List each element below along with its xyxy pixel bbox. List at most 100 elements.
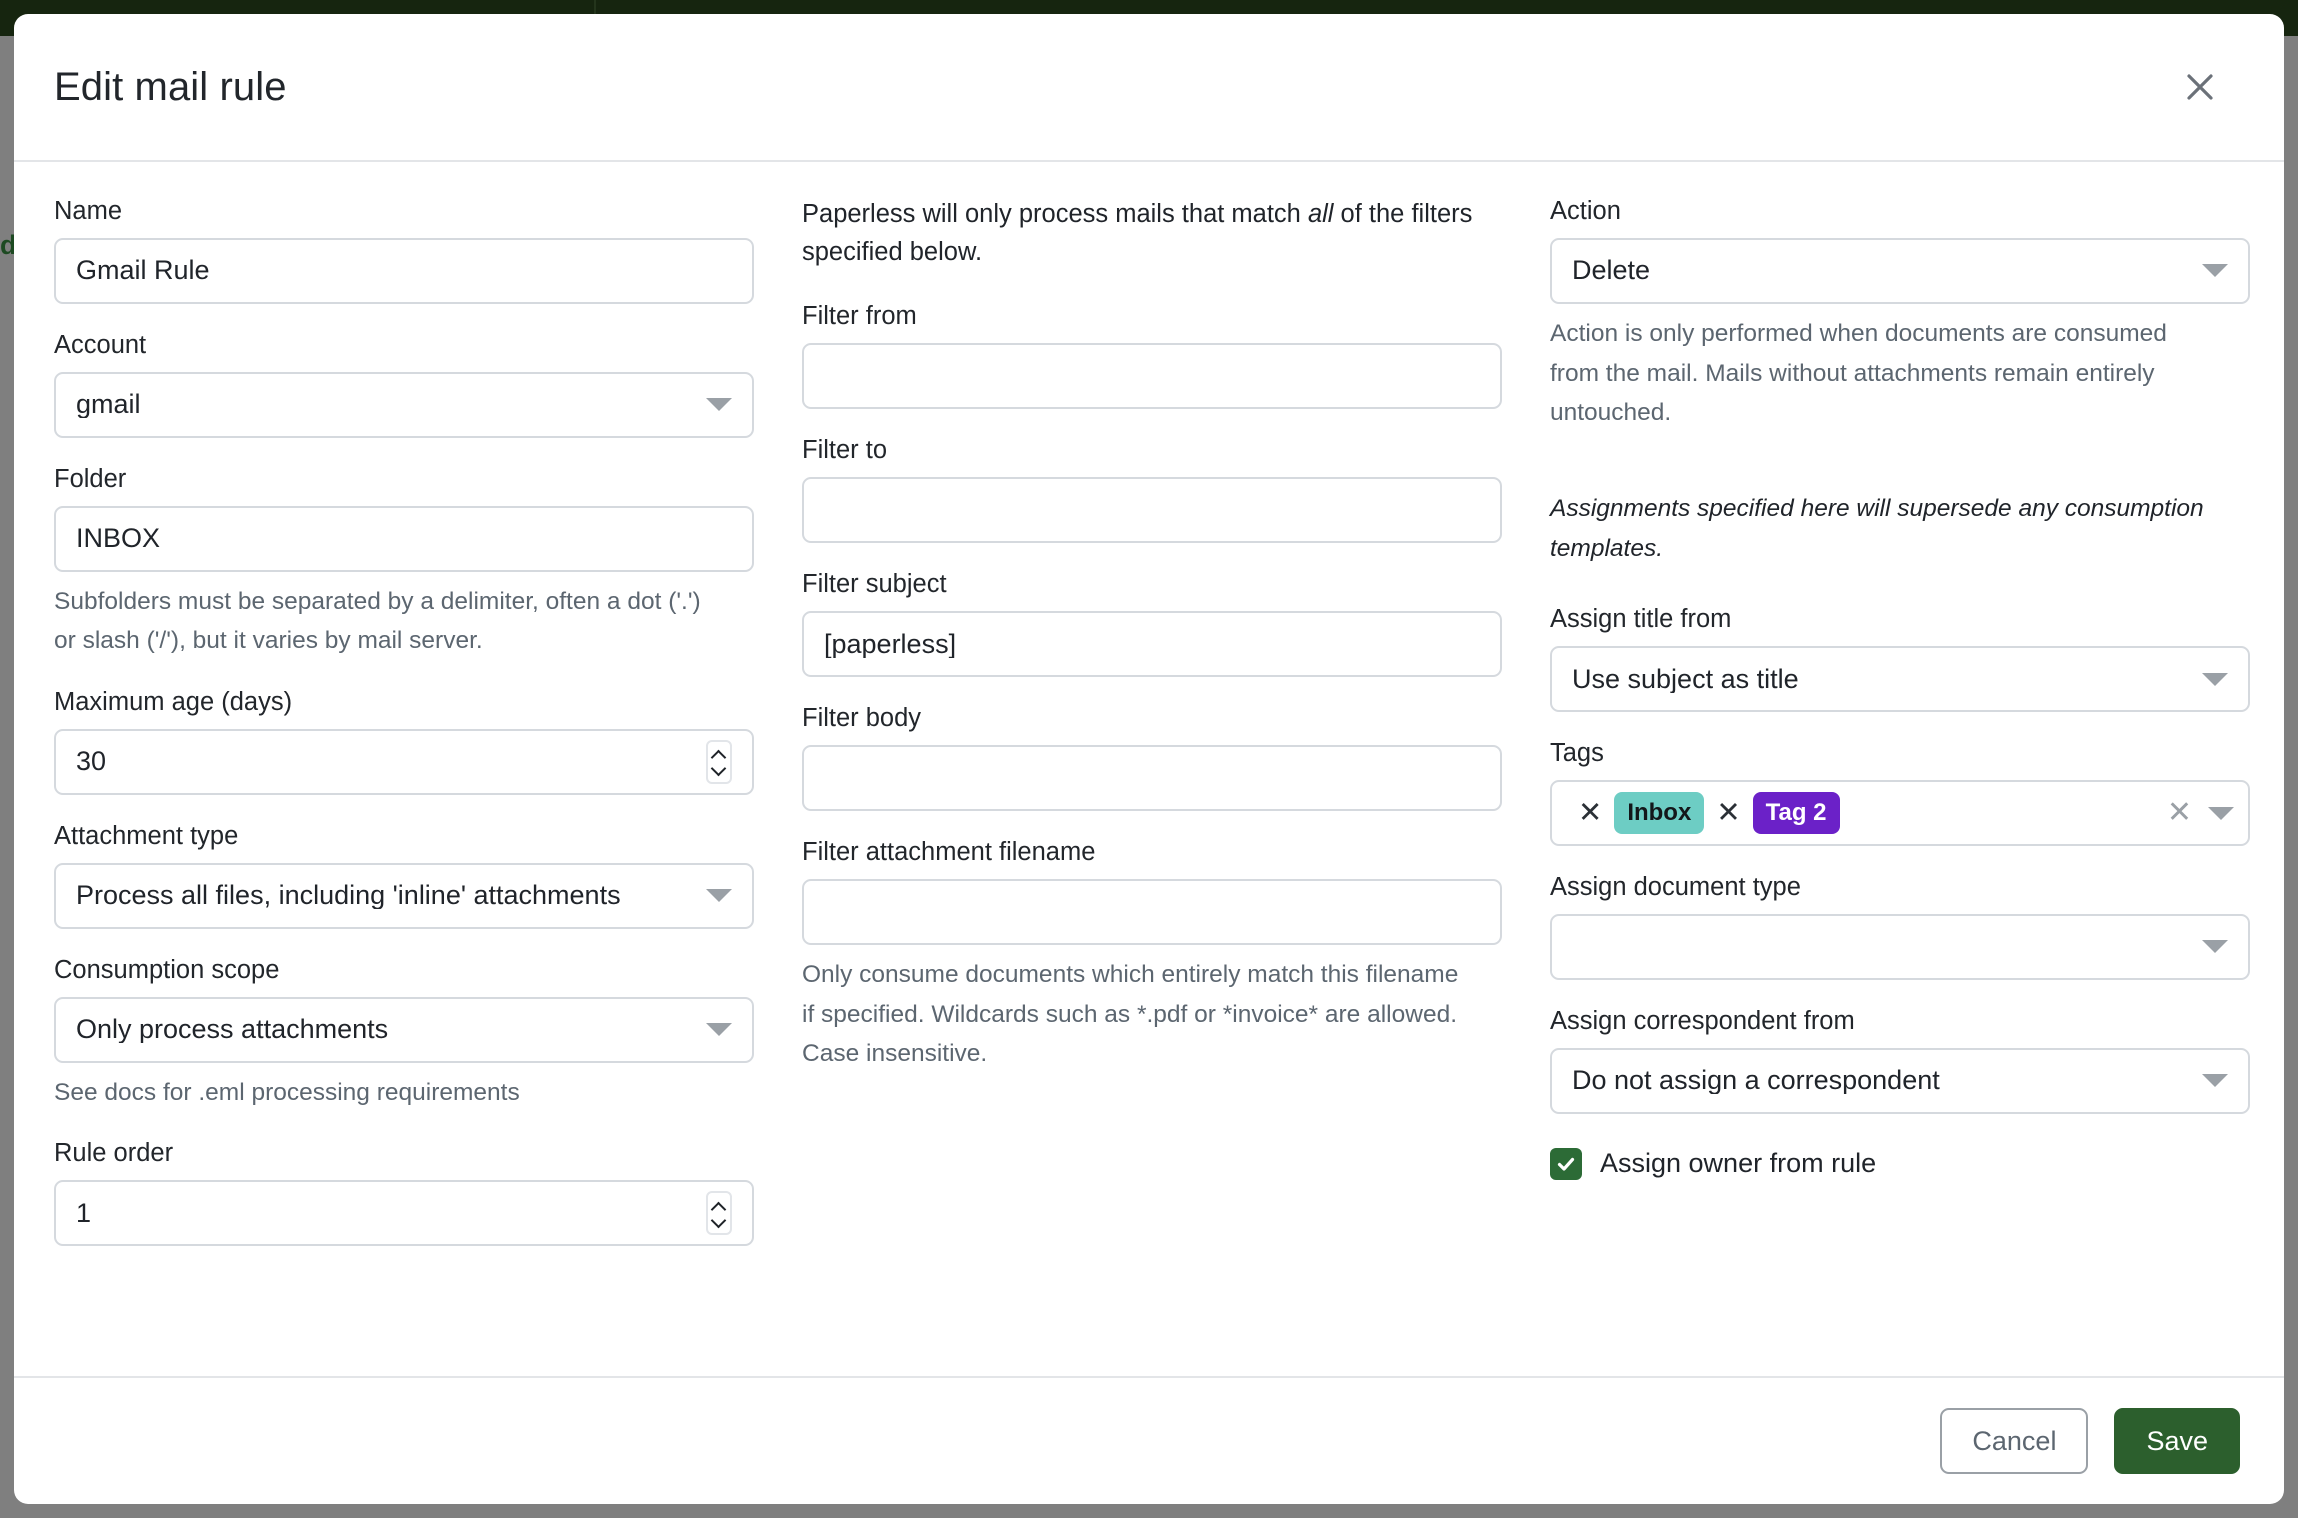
column-filters: Paperless will only process mails that m… [802, 196, 1502, 1084]
chevron-down-icon [706, 889, 732, 903]
filter-attachment-filename-hint: Only consume documents which entirely ma… [802, 960, 1459, 1068]
folder-label: Folder [54, 464, 127, 493]
close-icon[interactable] [2172, 59, 2228, 115]
field-folder: Folder INBOX Subfolders must be separate… [54, 464, 754, 661]
attachment-type-label: Attachment type [54, 821, 239, 850]
rule-order-value: 1 [76, 1199, 92, 1227]
quantity-stepper[interactable] [706, 739, 732, 784]
chevron-down-icon [2202, 672, 2228, 686]
field-maximum-age: Maximum age (days) 30 [54, 687, 754, 795]
maximum-age-label: Maximum age (days) [54, 688, 293, 716]
filters-intro-emphasis: all [1307, 200, 1334, 228]
filters-intro: Paperless will only process mails that m… [802, 196, 1502, 271]
filter-to-label: Filter to [802, 436, 888, 465]
consumption-scope-value: Only process attachments [76, 1016, 389, 1044]
stepper-up-icon[interactable] [713, 751, 726, 759]
field-filter-attachment-filename: Filter attachment filename Only consume … [802, 837, 1502, 1074]
clear-tags-icon[interactable]: ✕ [2166, 796, 2192, 830]
filter-body-input[interactable] [802, 744, 1502, 811]
field-assign-document-type: Assign document type [1550, 872, 2250, 980]
field-assign-owner-from-rule[interactable]: Assign owner from rule [1550, 1147, 2250, 1180]
stepper-down-icon[interactable] [713, 1216, 726, 1224]
rule-order-label: Rule order [54, 1139, 174, 1168]
consumption-scope-hint: See docs for .eml processing requirement… [54, 1078, 520, 1106]
action-value: Delete [1572, 257, 1651, 285]
stepper-up-icon[interactable] [713, 1203, 726, 1211]
consumption-scope-label: Consumption scope [54, 955, 280, 984]
maximum-age-value: 30 [76, 748, 107, 776]
account-label: Account [54, 330, 147, 359]
name-value: Gmail Rule [76, 257, 210, 285]
field-name: Name Gmail Rule [54, 196, 754, 304]
tags-chip-list: ✕ Inbox ✕ Tag 2 [1566, 792, 2157, 835]
assign-correspondent-from-label: Assign correspondent from [1550, 1006, 1855, 1035]
filter-to-input[interactable] [802, 477, 1502, 544]
edit-mail-rule-dialog: Edit mail rule Name Gmail Rule Account g… [14, 14, 2284, 1504]
tags-select[interactable]: ✕ Inbox ✕ Tag 2 ✕ [1550, 780, 2250, 847]
filter-from-input[interactable] [802, 343, 1502, 410]
assign-owner-label: Assign owner from rule [1600, 1148, 1877, 1179]
column-general: Name Gmail Rule Account gmail Folder INB… [54, 196, 754, 1272]
app-backdrop [0, 36, 14, 1518]
assign-title-from-select[interactable]: Use subject as title [1550, 646, 2250, 713]
rule-order-input[interactable]: 1 [54, 1180, 754, 1247]
tags-label: Tags [1550, 739, 1604, 768]
field-account: Account gmail [54, 330, 754, 438]
assignments-note: Assignments specified here will supersed… [1550, 494, 2204, 562]
consumption-scope-select[interactable]: Only process attachments [54, 996, 754, 1063]
account-value: gmail [76, 391, 141, 419]
action-hint: Action is only performed when documents … [1550, 319, 2167, 427]
filters-intro-after: of the filters specified below. [802, 200, 1473, 266]
assign-document-type-select[interactable] [1550, 913, 2250, 980]
assign-title-from-label: Assign title from [1550, 605, 1732, 634]
dialog-header: Edit mail rule [14, 14, 2284, 162]
field-assign-title-from: Assign title from Use subject as title [1550, 604, 2250, 713]
field-consumption-scope: Consumption scope Only process attachmen… [54, 955, 754, 1113]
chevron-down-icon [2202, 1074, 2228, 1088]
filters-intro-before: Paperless will only process mails that m… [802, 200, 1308, 228]
attachment-type-select[interactable]: Process all files, including 'inline' at… [54, 862, 754, 929]
stepper-down-icon[interactable] [713, 764, 726, 772]
filter-subject-input[interactable]: [paperless] [802, 611, 1502, 678]
attachment-type-value: Process all files, including 'inline' at… [76, 882, 621, 910]
remove-tag-icon[interactable]: ✕ [1716, 796, 1741, 829]
chevron-down-icon [706, 1023, 732, 1037]
field-action: Action Delete Action is only performed w… [1550, 196, 2250, 433]
field-attachment-type: Attachment type Process all files, inclu… [54, 821, 754, 929]
filter-from-label: Filter from [802, 302, 917, 331]
filter-subject-value: [paperless] [824, 630, 957, 658]
quantity-stepper[interactable] [706, 1191, 732, 1236]
background-sidebar-text: d [0, 230, 17, 260]
name-label: Name [54, 197, 123, 225]
chevron-down-icon [2202, 264, 2228, 278]
chevron-down-icon [2202, 940, 2228, 954]
field-filter-subject: Filter subject [paperless] [802, 569, 1502, 678]
field-filter-to: Filter to [802, 435, 1502, 544]
field-assign-correspondent-from: Assign correspondent from Do not assign … [1550, 1006, 2250, 1114]
tag-chip[interactable]: Inbox [1614, 792, 1705, 835]
chevron-down-icon [706, 398, 732, 412]
filter-attachment-filename-label: Filter attachment filename [802, 837, 1096, 866]
folder-value: INBOX [76, 525, 161, 553]
column-actions: Action Delete Action is only performed w… [1550, 196, 2250, 1180]
dialog-body: Name Gmail Rule Account gmail Folder INB… [14, 162, 2284, 1376]
cancel-button[interactable]: Cancel [1940, 1408, 2089, 1474]
account-select[interactable]: gmail [54, 371, 754, 438]
maximum-age-input[interactable]: 30 [54, 728, 754, 795]
dialog-footer: Cancel Save [14, 1376, 2284, 1504]
tag-chip[interactable]: Tag 2 [1752, 792, 1840, 835]
field-rule-order: Rule order 1 [54, 1138, 754, 1247]
name-input[interactable]: Gmail Rule [54, 237, 754, 304]
save-button[interactable]: Save [2114, 1408, 2240, 1474]
filter-attachment-filename-input[interactable] [802, 878, 1502, 945]
assign-correspondent-from-select[interactable]: Do not assign a correspondent [1550, 1047, 2250, 1114]
assign-document-type-label: Assign document type [1550, 873, 1801, 902]
field-tags: Tags ✕ Inbox ✕ Tag 2 ✕ [1550, 738, 2250, 847]
assign-owner-checkbox[interactable] [1550, 1147, 1582, 1180]
assign-title-from-value: Use subject as title [1572, 665, 1799, 693]
remove-tag-icon[interactable]: ✕ [1578, 796, 1603, 829]
action-select[interactable]: Delete [1550, 237, 2250, 304]
field-filter-from: Filter from [802, 301, 1502, 410]
folder-input[interactable]: INBOX [54, 505, 754, 572]
field-filter-body: Filter body [802, 703, 1502, 811]
